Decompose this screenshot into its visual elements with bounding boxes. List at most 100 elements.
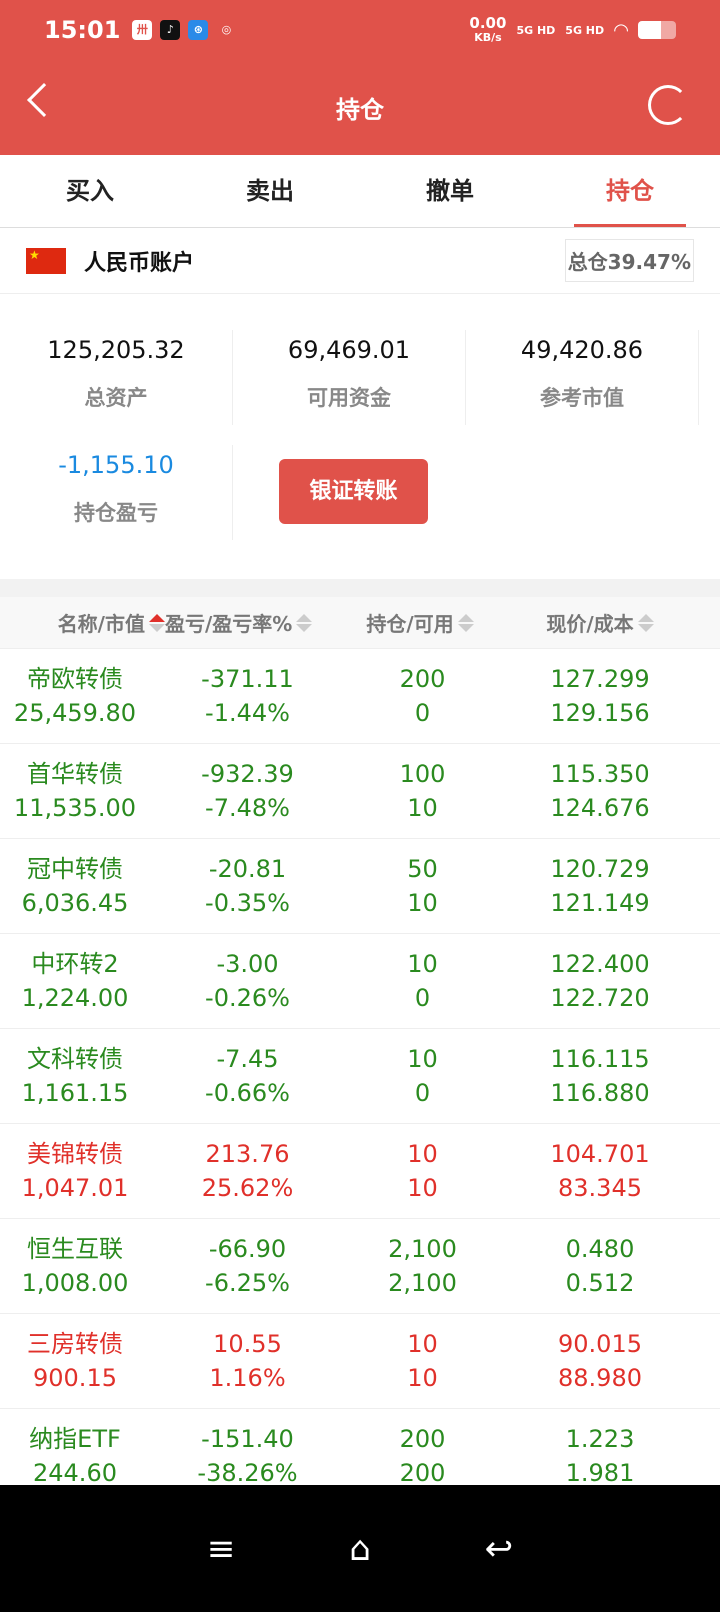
cell-pnl: -932.39 -7.48%	[150, 757, 345, 825]
battery-icon	[638, 21, 676, 39]
back-nav-icon[interactable]: ↩	[484, 1528, 514, 1569]
rate: -0.66%	[205, 1079, 290, 1107]
rate: -0.35%	[205, 889, 290, 917]
sort-icon[interactable]	[296, 613, 313, 632]
pnl: -151.40	[201, 1425, 294, 1453]
tab-cancel[interactable]: 撤单	[426, 177, 474, 205]
price: 122.400	[550, 950, 650, 978]
cell-hold: 100 10	[345, 757, 500, 825]
market-value: 49,420.86 参考市值	[466, 330, 699, 425]
cost: 129.156	[550, 699, 650, 727]
tab-buy[interactable]: 买入	[66, 177, 114, 205]
cell-price: 127.299 129.156	[500, 662, 700, 730]
cell-name: 恒生互联 1,008.00	[0, 1232, 150, 1300]
available-funds: 69,469.01 可用资金	[233, 330, 466, 425]
menu-icon[interactable]: ≡	[206, 1528, 236, 1569]
pnl: -371.11	[201, 665, 294, 693]
pnl: -3.00	[216, 950, 279, 978]
signal-sim2: 5G HD	[565, 23, 605, 37]
cost: 88.980	[558, 1364, 642, 1392]
sort-icon[interactable]	[149, 613, 165, 632]
price: 115.350	[550, 760, 650, 788]
home-icon[interactable]: ⌂	[349, 1528, 371, 1569]
col-name[interactable]: 名称/市值	[0, 608, 165, 637]
hold: 10	[407, 1140, 438, 1168]
tab-sell[interactable]: 卖出	[246, 177, 294, 205]
cell-hold: 10 10	[345, 1137, 500, 1205]
col-pnl[interactable]: 盈亏/盈亏率%	[165, 608, 340, 637]
cell-hold: 50 10	[345, 852, 500, 920]
pnl: -932.39	[201, 760, 294, 788]
net-speed: 0.00 KB/s	[469, 13, 507, 44]
rate: 25.62%	[201, 1174, 294, 1202]
avail: 200	[399, 1459, 446, 1487]
price: 0.480	[565, 1235, 635, 1263]
position-pnl: -1,155.10 持仓盈亏	[0, 445, 233, 540]
cell-pnl: -66.90 -6.25%	[150, 1232, 345, 1300]
table-row[interactable]: 恒生互联 1,008.00 -66.90 -6.25% 2,100 2,100 0.480 0…	[0, 1219, 720, 1314]
mv: 1,224.00	[21, 984, 129, 1012]
hold: 2,100	[388, 1235, 457, 1263]
top-bar: 15:01 卅 ♪ ⊛ ◎ 0.00 KB/s 5G HD 5G HD ◠ 持仓	[0, 0, 720, 155]
mv: 900.15	[33, 1364, 117, 1392]
col-holding[interactable]: 持仓/可用	[340, 608, 500, 637]
name: 帝欧转债	[27, 665, 123, 693]
status-time: 15:01	[44, 16, 121, 44]
hold: 10	[407, 1045, 438, 1073]
price: 116.115	[550, 1045, 650, 1073]
rate: 1.16%	[209, 1364, 286, 1392]
cell-price: 1.223 1.981	[500, 1422, 700, 1490]
cell-name: 美锦转债 1,047.01	[0, 1137, 150, 1205]
bank-transfer-button[interactable]: 银证转账	[279, 459, 428, 524]
wifi-icon: ◠	[614, 19, 628, 41]
table-row[interactable]: 三房转债 900.15 10.55 1.16% 10 10 90.015 88.980	[0, 1314, 720, 1409]
status-bar: 15:01 卅 ♪ ⊛ ◎ 0.00 KB/s 5G HD 5G HD ◠	[0, 0, 720, 60]
cost: 121.149	[550, 889, 650, 917]
table-row[interactable]: 中环转2 1,224.00 -3.00 -0.26% 10 0 122.400 122.720	[0, 934, 720, 1029]
cell-pnl: -151.40 -38.26%	[150, 1422, 345, 1490]
account-row: ★ 人民币账户 总仓39.47%	[0, 228, 720, 294]
cell-price: 0.480 0.512	[500, 1232, 700, 1300]
hold: 200	[399, 665, 446, 693]
app-icon-2: ◎	[221, 23, 232, 36]
cell-name: 冠中转债 6,036.45	[0, 852, 150, 920]
hold: 10	[407, 950, 438, 978]
price: 120.729	[550, 855, 650, 883]
table-row[interactable]: 纳指ETF 244.60 -151.40 -38.26% 200 200 1.223 1.98…	[0, 1409, 720, 1504]
tab-bar: 买入 卖出 撤单 持仓	[0, 155, 720, 228]
table-row[interactable]: 文科转债 1,161.15 -7.45 -0.66% 10 0 116.115 116.880	[0, 1029, 720, 1124]
col-price[interactable]: 现价/成本	[500, 608, 700, 637]
back-icon[interactable]	[27, 83, 61, 117]
cell-name: 三房转债 900.15	[0, 1327, 150, 1395]
sort-icon[interactable]	[457, 613, 474, 632]
signal-sim1: 5G HD	[516, 23, 556, 37]
cell-pnl: 213.76 25.62%	[150, 1137, 345, 1205]
table-row[interactable]: 帝欧转债 25,459.80 -371.11 -1.44% 200 0 127.299 129…	[0, 649, 720, 744]
hold: 50	[407, 855, 438, 883]
account-name[interactable]: 人民币账户	[84, 250, 195, 276]
table-row[interactable]: 冠中转债 6,036.45 -20.81 -0.35% 50 10 120.729 121.1…	[0, 839, 720, 934]
hold: 200	[399, 1425, 446, 1453]
name: 首华转债	[27, 760, 123, 788]
price: 104.701	[550, 1140, 650, 1168]
avail: 10	[407, 1364, 438, 1392]
divider	[0, 579, 720, 597]
cell-price: 116.115 116.880	[500, 1042, 700, 1110]
avail: 2,100	[388, 1269, 457, 1297]
cell-price: 115.350 124.676	[500, 757, 700, 825]
nav-bar: 持仓	[0, 60, 720, 155]
pnl: -20.81	[208, 855, 287, 883]
sort-icon[interactable]	[637, 613, 654, 632]
table-row[interactable]: 首华转债 11,535.00 -932.39 -7.48% 100 10 115.350 12…	[0, 744, 720, 839]
rate: -38.26%	[197, 1459, 298, 1487]
cell-name: 帝欧转债 25,459.80	[0, 662, 150, 730]
tab-positions[interactable]: 持仓	[540, 155, 720, 227]
refresh-icon[interactable]	[648, 85, 688, 125]
stats-panel: 125,205.32 总资产 69,469.01 可用资金 49,420.86 参考市…	[0, 294, 720, 579]
name: 纳指ETF	[29, 1425, 121, 1453]
cell-hold: 10 0	[345, 947, 500, 1015]
cell-pnl: 10.55 1.16%	[150, 1327, 345, 1395]
table-row[interactable]: 美锦转债 1,047.01 213.76 25.62% 10 10 104.701 83.34…	[0, 1124, 720, 1219]
cell-hold: 2,100 2,100	[345, 1232, 500, 1300]
mv: 25,459.80	[13, 699, 137, 727]
